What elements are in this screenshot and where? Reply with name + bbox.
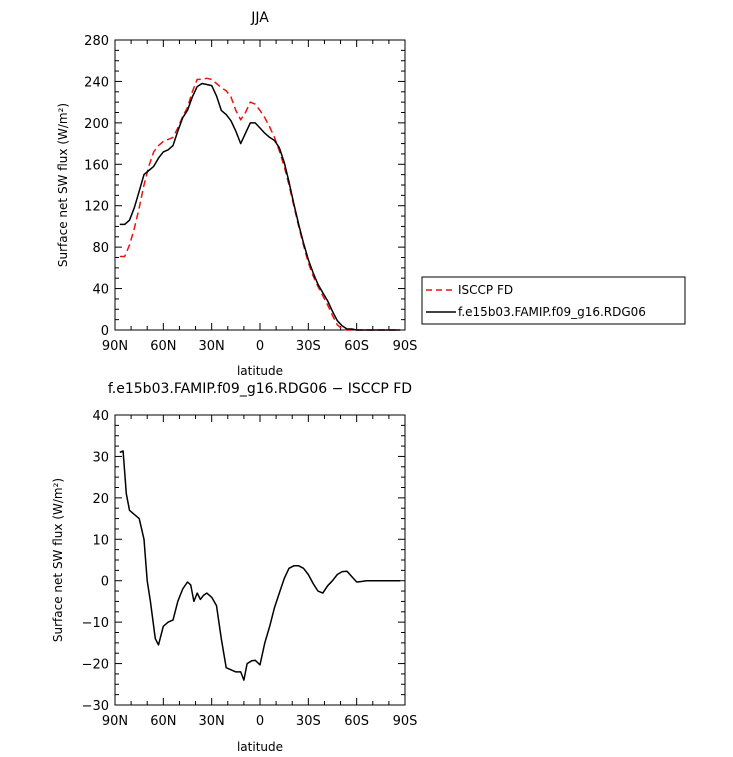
x-tick-label: 30S <box>296 714 321 729</box>
y-tick-label: 160 <box>84 158 109 173</box>
y-tick-label: 10 <box>92 533 109 548</box>
y-tick-label: −20 <box>82 658 109 673</box>
y-tick-label: 0 <box>101 575 109 590</box>
top-x-axis-label: latitude <box>237 364 283 378</box>
y-tick-label: −10 <box>82 616 109 631</box>
y-tick-label: 30 <box>92 450 109 465</box>
x-tick-label: 60S <box>344 339 369 354</box>
top-chart-title: JJA <box>250 10 269 26</box>
x-tick-label: 90S <box>393 339 418 354</box>
y-tick-label: 80 <box>92 241 109 256</box>
bottom-chart-title: f.e15b03.FAMIP.f09_g16.RDG06 − ISCCP FD <box>108 381 412 397</box>
series-line-0-1 <box>119 82 401 331</box>
y-tick-label: 40 <box>92 283 109 298</box>
x-tick-label: 30S <box>296 339 321 354</box>
y-tick-label: 120 <box>84 200 109 215</box>
x-tick-label: 0 <box>256 714 264 729</box>
x-tick-label: 90N <box>102 339 128 354</box>
x-tick-label: 60N <box>150 339 176 354</box>
legend-label-model: f.e15b03.FAMIP.f09_g16.RDG06 <box>458 305 646 319</box>
x-tick-label: 30N <box>199 714 225 729</box>
bottom-x-axis-label: latitude <box>237 740 283 754</box>
x-tick-label: 90S <box>393 714 418 729</box>
legend: ISCCP FD f.e15b03.FAMIP.f09_g16.RDG06 <box>421 276 686 325</box>
x-tick-label: 60S <box>344 714 369 729</box>
legend-box <box>421 276 686 325</box>
y-tick-label: 0 <box>101 324 109 339</box>
x-tick-label: 90N <box>102 714 128 729</box>
series-line-1-0 <box>119 450 401 681</box>
bottom-y-axis-label: Surface net SW flux (W/m²) <box>51 478 65 642</box>
x-tick-label: 0 <box>256 339 264 354</box>
y-tick-label: 40 <box>92 409 109 424</box>
y-tick-label: −30 <box>82 699 109 714</box>
top-plot-frame <box>114 39 406 331</box>
series-line-0-0 <box>119 77 401 331</box>
legend-label-isccp: ISCCP FD <box>458 283 513 297</box>
y-tick-label: 20 <box>92 492 109 507</box>
y-tick-label: 240 <box>84 75 109 90</box>
y-tick-label: 200 <box>84 117 109 132</box>
top-y-axis-label: Surface net SW flux (W/m²) <box>56 103 70 267</box>
x-tick-label: 30N <box>199 339 225 354</box>
top-panel: JJA 0 40 80 120 160 200 240 280 90N 60N 30N 0 30S 60… <box>56 10 686 378</box>
bottom-panel: f.e15b03.FAMIP.f09_g16.RDG06 − ISCCP FD … <box>51 381 417 754</box>
y-tick-label: 280 <box>84 34 109 49</box>
x-tick-label: 60N <box>150 714 176 729</box>
